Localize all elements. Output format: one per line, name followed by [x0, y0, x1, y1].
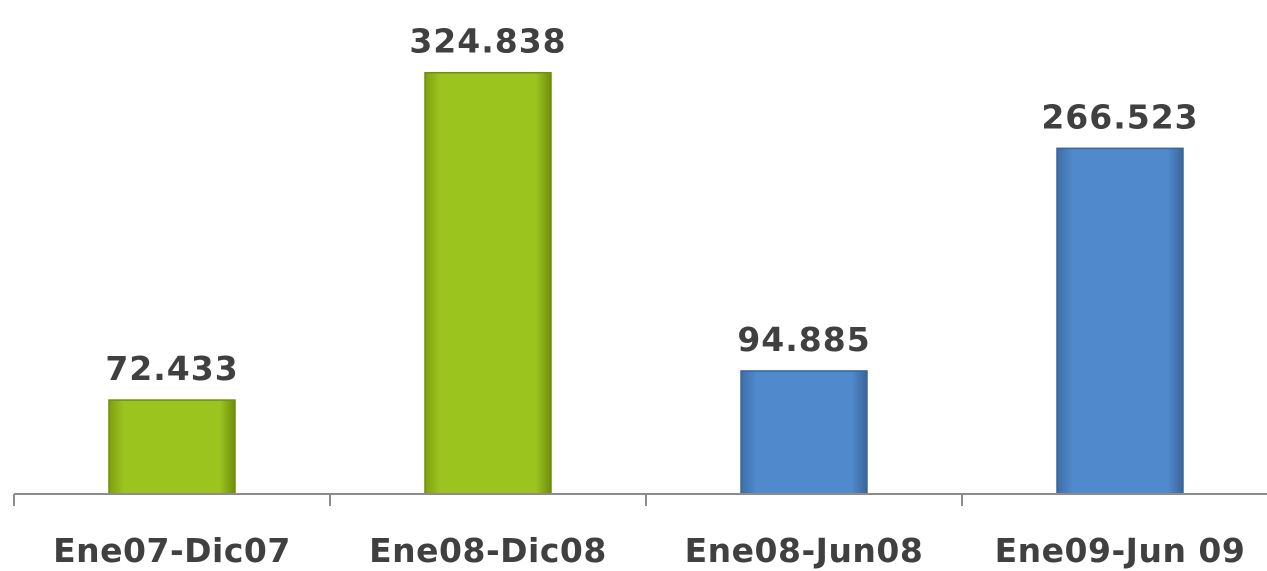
- bar-ene09-jun-09: [1056, 147, 1184, 495]
- value-label: 72.433: [105, 349, 238, 388]
- category-label: Ene08-Jun08: [685, 531, 924, 570]
- value-label: 324.838: [409, 22, 566, 61]
- bars-layer: [108, 71, 1184, 495]
- value-labels-layer: 72.433 324.838 94.885 266.523: [105, 22, 1198, 388]
- bar-ene08-jun08: [740, 370, 868, 495]
- value-label: 94.885: [737, 320, 870, 359]
- bar-ene07-dic07: [108, 399, 236, 495]
- category-label: Ene08-Dic08: [369, 531, 607, 570]
- category-label: Ene07-Dic07: [53, 531, 291, 570]
- value-label: 266.523: [1041, 97, 1198, 136]
- ticks-layer: [13, 494, 963, 506]
- category-labels-layer: Ene07-Dic07 Ene08-Dic08 Ene08-Jun08 Ene09-J…: [53, 531, 1245, 570]
- bar-ene08-dic08: [424, 71, 552, 495]
- category-label: Ene09-Jun 09: [995, 531, 1246, 570]
